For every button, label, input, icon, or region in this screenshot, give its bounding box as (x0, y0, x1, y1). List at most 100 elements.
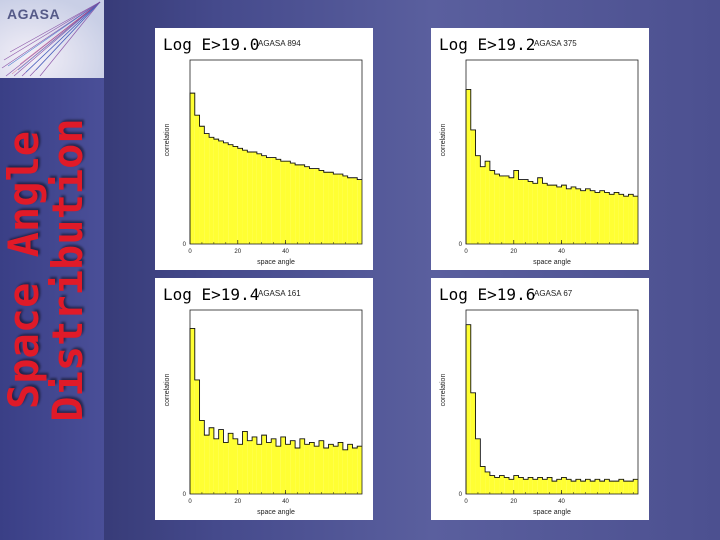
slide-title-line1: Space Angle (0, 130, 48, 410)
histogram-bar (261, 435, 267, 494)
histogram-bar (323, 172, 329, 244)
histogram-bar (228, 433, 233, 494)
histogram-bar (309, 168, 315, 244)
histogram-bar (556, 186, 562, 244)
y-axis-label: correlation (164, 374, 171, 407)
histogram-bar (475, 155, 481, 244)
histogram-bar (261, 155, 267, 244)
histogram-bar (528, 477, 533, 494)
histogram-bar (228, 144, 233, 244)
histogram-outline (465, 88, 638, 244)
histogram-bar (623, 196, 629, 244)
histogram-bar (528, 181, 533, 244)
histogram-bar (499, 175, 505, 244)
histogram-bar (252, 436, 257, 494)
histogram-bar (470, 129, 476, 244)
histogram-bar (209, 427, 214, 494)
histogram-bar (223, 142, 229, 244)
histogram-bar (314, 446, 319, 494)
histogram-bar (466, 324, 471, 494)
histogram-bar (552, 185, 557, 244)
x-tick-label: 40 (558, 499, 565, 505)
histogram-bar (280, 436, 286, 494)
chart-label: Log E>19.6 (439, 285, 536, 304)
histogram-bar (523, 179, 529, 244)
histogram-bar (547, 185, 552, 244)
histogram-bar (338, 174, 343, 244)
histogram-bar (518, 179, 524, 244)
histogram-bar (537, 477, 543, 494)
histogram-bar (271, 157, 276, 244)
histogram-bar (218, 140, 224, 244)
chart-panel-1: Log E>19.0 AGASA 894 0 20 40 0 space angle co… (155, 28, 373, 270)
histogram-bar (266, 157, 272, 244)
histogram-bar (552, 481, 557, 494)
histogram-bar (580, 190, 586, 244)
histogram-bar (266, 442, 272, 494)
histogram-bar (328, 172, 334, 244)
x-tick-label: 0 (188, 249, 192, 255)
chart-panel-3: Log E>19.4 AGASA 161 0 20 40 0 space angle co… (155, 278, 373, 520)
histogram-bar (532, 183, 538, 244)
histogram-bar (547, 477, 552, 494)
histogram-bar (509, 479, 514, 494)
histogram-bar (614, 192, 619, 244)
chart-tag: AGASA 375 (533, 39, 578, 48)
histogram-outline (189, 327, 362, 494)
x-tick-label: 40 (282, 249, 289, 255)
histogram-bar (352, 177, 358, 244)
y-tick-label: 0 (183, 492, 187, 498)
histogram-bar (242, 431, 248, 494)
histogram-bar (623, 481, 629, 494)
x-axis-label: space angle (257, 509, 295, 516)
x-tick-label: 20 (510, 249, 517, 255)
chart-panel-4: Log E>19.6 AGASA 67 0 20 40 0 space angle cor… (431, 278, 649, 520)
histogram-bar (489, 475, 495, 494)
histogram-bar (213, 139, 219, 244)
histogram-bar (338, 442, 343, 494)
histogram-bar (571, 186, 576, 244)
histogram-bar (347, 177, 353, 244)
histogram-bar (575, 188, 581, 244)
histogram-bar (342, 175, 348, 244)
x-tick-label: 20 (234, 249, 241, 255)
histogram-bar (566, 479, 572, 494)
histogram-bar (590, 481, 595, 494)
histogram-bar (242, 150, 248, 244)
histogram-bar (218, 429, 224, 494)
histogram-bar (204, 133, 210, 244)
histogram-bar (319, 440, 324, 494)
x-axis-label: space angle (533, 259, 571, 266)
histogram-bar (194, 379, 200, 494)
cosmic-ray-shower-icon (0, 0, 104, 78)
histogram-bar (276, 159, 281, 244)
histogram-bar (504, 175, 509, 244)
histogram-bar (252, 152, 257, 244)
histogram-bar (614, 481, 619, 494)
histogram-bar (585, 479, 591, 494)
histogram-bar (628, 481, 634, 494)
x-tick-label: 0 (188, 499, 192, 505)
histogram-bar (509, 177, 514, 244)
histogram-outline (189, 92, 362, 244)
histogram-bar (256, 444, 262, 494)
histogram-bar (628, 194, 634, 244)
histogram-bar (595, 192, 600, 244)
histogram-bar (213, 438, 219, 494)
histogram-bar (204, 435, 210, 494)
histogram-bar (290, 163, 296, 244)
x-axis-label: space angle (257, 259, 295, 266)
chart-label: Log E>19.2 (439, 35, 536, 54)
chart-label: Log E>19.0 (163, 35, 260, 54)
histogram-1: 0 20 40 0 space angle correlation (164, 59, 363, 266)
histogram-bar (347, 444, 353, 494)
histogram-bar (190, 93, 195, 245)
y-tick-label: 0 (183, 242, 187, 248)
histogram-bar (580, 481, 586, 494)
histogram-bar (480, 466, 486, 494)
histogram-bar (209, 137, 214, 244)
histogram-bar (328, 444, 334, 494)
chart-tag: AGASA 161 (257, 289, 302, 298)
histogram-3: 0 20 40 0 space angle correlation (164, 309, 363, 516)
slide-title: Space Angle Distribution (0, 50, 102, 490)
